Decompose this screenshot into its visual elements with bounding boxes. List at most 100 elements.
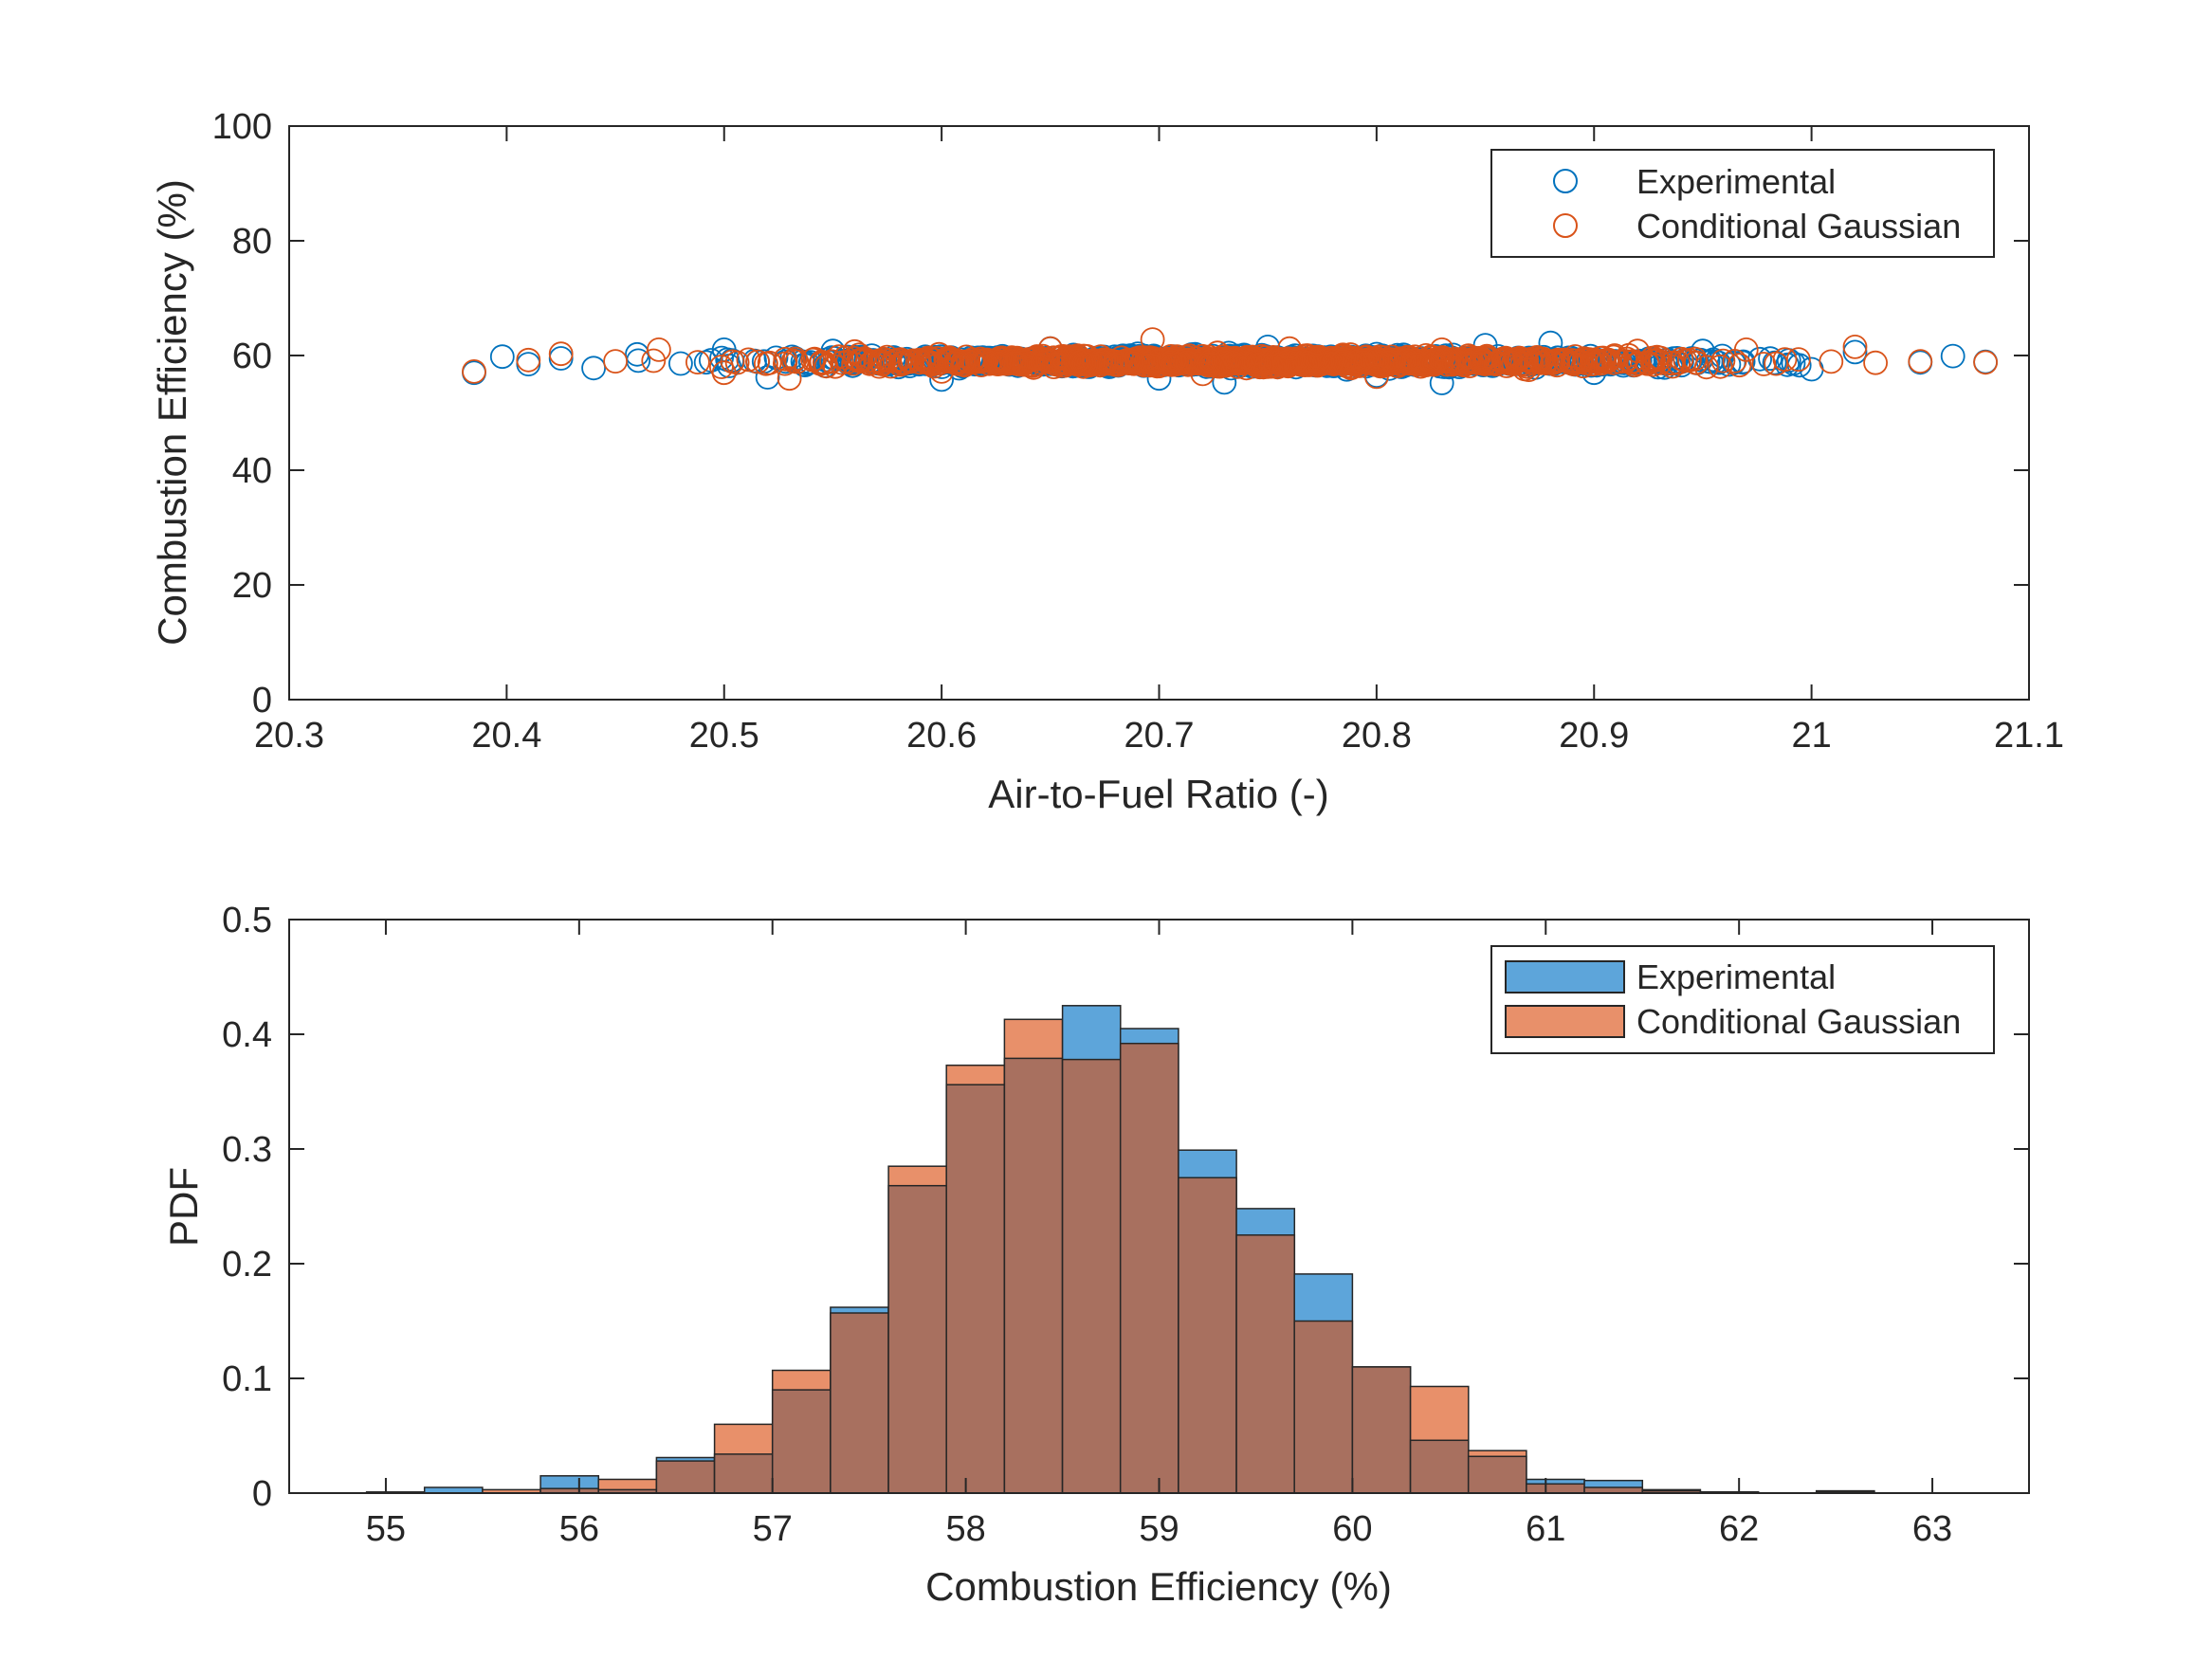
conditional-point: [1710, 348, 1736, 374]
scatter-x-tick-label: 20.9: [1559, 716, 1629, 756]
conditional-point: [736, 347, 761, 373]
histogram-bars: [365, 1005, 1875, 1494]
overlap-bar: [1351, 1366, 1412, 1494]
histogram-y-axis-label: PDF: [161, 1167, 206, 1247]
scatter-legend-label-conditional: Conditional Gaussian: [1636, 207, 1961, 246]
conditional-point: [962, 350, 987, 374]
conditional-point: [929, 358, 954, 384]
experimental-point: [1842, 339, 1868, 365]
scatter-x-axis-label: Air-to-Fuel Ratio (-): [988, 772, 1328, 816]
conditional-point: [647, 337, 671, 362]
conditional-point: [782, 346, 808, 372]
conditional-point: [867, 348, 892, 374]
conditional-point: [1568, 349, 1593, 374]
conditional-point: [1330, 349, 1356, 374]
conditional-point: [1487, 348, 1512, 374]
experimental-point: [548, 346, 574, 371]
scatter-y-ticks: 0 20 40 60 80 100: [212, 107, 2029, 720]
conditional-point: [1037, 336, 1063, 361]
conditional-point: [1842, 334, 1868, 359]
conditional-point: [1620, 349, 1645, 374]
conditional-point: [641, 348, 667, 374]
overlap-bar: [1178, 1176, 1237, 1494]
conditional-point: [1158, 347, 1183, 373]
conditional-point: [990, 347, 1015, 373]
histogram-legend-label-experimental: Experimental: [1636, 957, 1836, 996]
conditional-point: [773, 346, 798, 372]
conditional-point: [1625, 351, 1650, 376]
histogram-x-tick-label: 59: [1139, 1509, 1179, 1549]
overlap-bar: [771, 1389, 832, 1494]
conditional-point: [1122, 351, 1146, 376]
overlap-bar: [1119, 1042, 1179, 1494]
conditional-point: [1301, 346, 1326, 371]
conditional-point: [1607, 349, 1633, 374]
conditional-point: [1501, 350, 1526, 375]
conditional-point: [998, 349, 1024, 374]
conditional-point: [1786, 347, 1811, 373]
conditional-point: [1364, 364, 1389, 390]
conditional-point: [1585, 348, 1611, 374]
legend-swatch-conditional: [1505, 1005, 1625, 1038]
conditional-point: [919, 350, 944, 375]
overlap-bar: [1467, 1455, 1527, 1494]
histogram-x-tick-label: 57: [753, 1509, 793, 1549]
histogram-y-tick-label: 0.3: [222, 1130, 272, 1170]
histogram-y-tick-label: 0.2: [222, 1245, 272, 1285]
conditional-point: [1065, 348, 1089, 374]
conditional-point: [1295, 350, 1320, 375]
scatter-y-tick-label: 20: [232, 566, 272, 606]
histogram-x-tick-label: 60: [1332, 1509, 1372, 1549]
conditional-point: [1369, 350, 1395, 375]
conditional-point: [987, 351, 1012, 376]
histogram-panel: 55 56 57 58 59 60 61 62 63 0 0.1 0.2 0.3 0.4 0.5 Comb…: [161, 901, 2030, 1609]
conditional-point: [1140, 327, 1165, 353]
conditional-point: [1908, 349, 1933, 374]
scatter-x-tick-label: 20.7: [1124, 716, 1195, 756]
conditional-point: [1476, 351, 1502, 376]
overlap-bar: [713, 1453, 774, 1494]
scatter-x-tick-label: 21: [1791, 716, 1831, 756]
conditional-point: [1516, 357, 1542, 383]
scatter-y-tick-label: 60: [232, 337, 272, 376]
experimental-point: [581, 356, 606, 381]
histogram-x-tick-label: 61: [1526, 1509, 1565, 1549]
conditional-point: [516, 347, 541, 373]
overlap-bar: [945, 1084, 1006, 1494]
scatter-x-tick-label: 20.8: [1342, 716, 1412, 756]
conditional-point: [1727, 353, 1752, 378]
overlap-bar: [1293, 1320, 1354, 1494]
conditional-point: [808, 351, 833, 376]
conditional-point: [842, 338, 868, 364]
overlap-bar: [1003, 1057, 1064, 1494]
scatter-x-tick-label: 20.4: [471, 716, 541, 756]
overlap-bar: [1409, 1439, 1470, 1494]
conditional-point: [1596, 347, 1621, 373]
conditional-point: [1397, 345, 1422, 371]
overlap-bar: [655, 1460, 716, 1494]
overlap-bar: [1526, 1483, 1585, 1494]
overlap-bar: [1061, 1058, 1122, 1494]
conditional-point: [973, 348, 998, 374]
conditional-point: [841, 351, 866, 376]
conditional-point: [887, 352, 913, 377]
conditional-point: [1581, 352, 1605, 377]
conditional-point: [1429, 337, 1454, 362]
conditional-point: [1035, 347, 1061, 373]
histogram-legend-label-conditional: Conditional Gaussian: [1636, 1002, 1961, 1041]
scatter-x-tick-label: 20.3: [254, 716, 324, 756]
conditional-point: [1232, 350, 1257, 375]
histogram-legend: Experimental Conditional Gaussian: [1490, 945, 1995, 1054]
histogram-x-tick-label: 63: [1912, 1509, 1952, 1549]
conditional-point: [1190, 361, 1216, 387]
conditional-point: [1819, 349, 1844, 374]
conditional-point: [1545, 348, 1569, 374]
overlap-bar: [1235, 1234, 1296, 1494]
histogram-x-tick-label: 56: [559, 1509, 599, 1549]
conditional-point: [709, 355, 734, 379]
histogram-y-tick-label: 0.1: [222, 1359, 272, 1399]
experimental-point: [489, 344, 515, 370]
scatter-legend-box: [1490, 149, 1995, 258]
conditional-point: [1602, 343, 1627, 368]
